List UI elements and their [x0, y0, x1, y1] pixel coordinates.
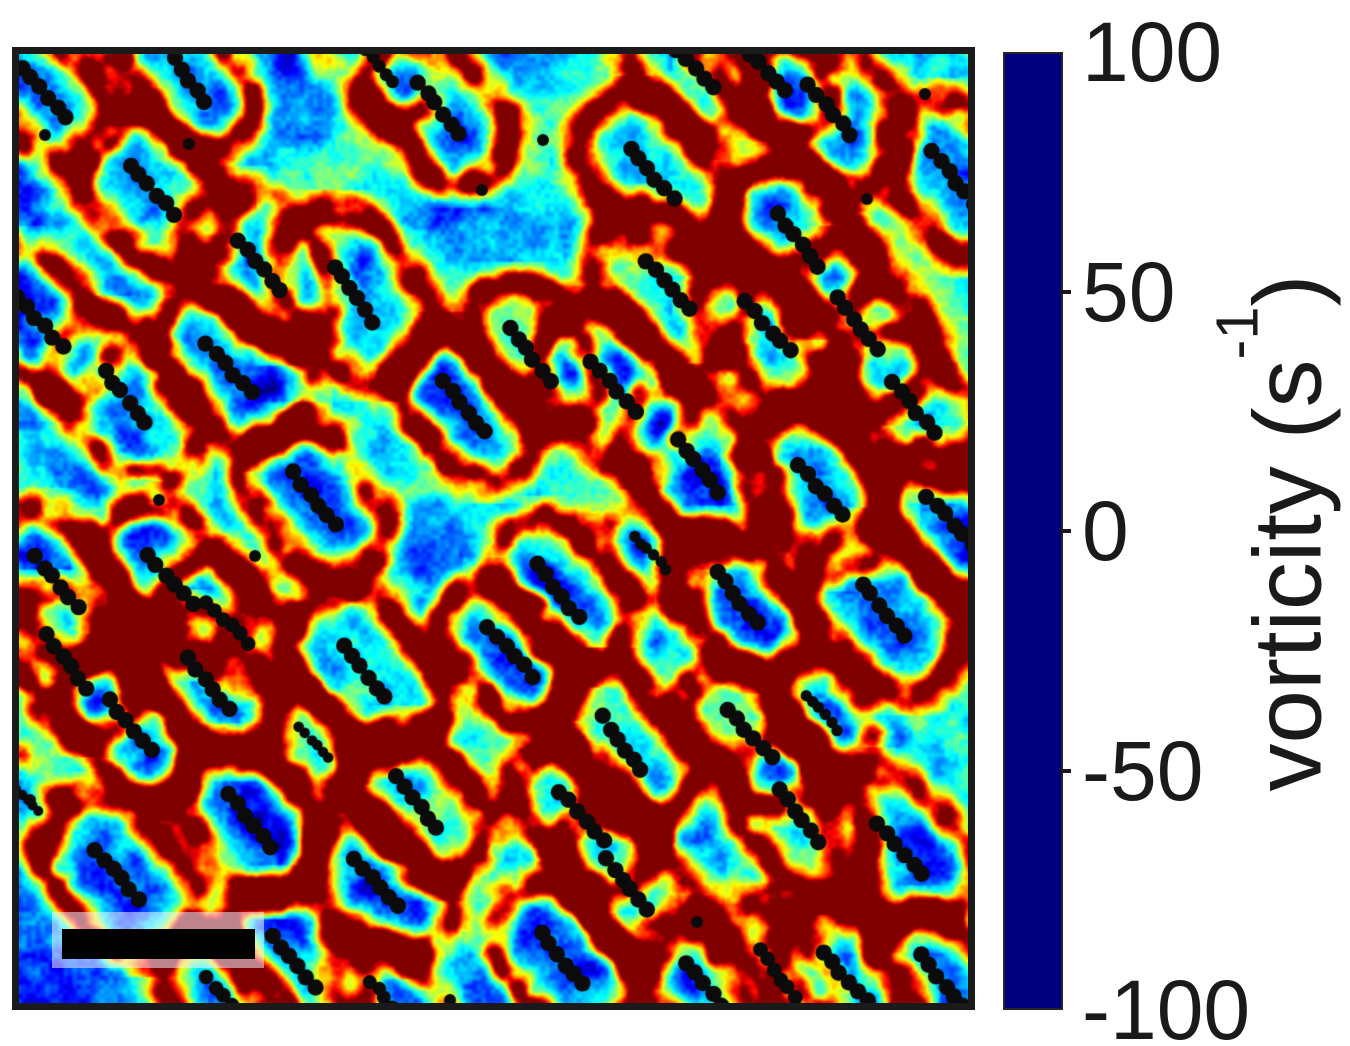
colorbar-tick-label: 100	[1082, 5, 1223, 99]
scale-bar-background	[52, 912, 264, 968]
colorbar-tick-label: 0	[1082, 484, 1129, 578]
axis-label-text: vorticity (s	[1234, 359, 1342, 792]
axis-label-close: )	[1234, 274, 1342, 307]
colorbar-tick-mark	[1060, 289, 1071, 294]
heatmap-panel	[12, 47, 975, 1010]
colorbar-gradient	[1005, 54, 1061, 1008]
colorbar-tick-label: 50	[1082, 244, 1176, 339]
colorbar	[1003, 52, 1063, 1010]
colorbar-tick-label: -50	[1082, 723, 1204, 818]
vorticity-heatmap-canvas	[19, 54, 968, 1003]
colorbar-tick-mark	[1060, 768, 1071, 773]
axis-label-superscript: -1	[1203, 306, 1271, 360]
colorbar-tick-mark	[1060, 529, 1071, 533]
colorbar-tick-label: -100	[1082, 963, 1251, 1046]
colorbar-axis-label: vorticity (s-1)	[1204, 275, 1342, 792]
scale-bar	[62, 929, 255, 959]
